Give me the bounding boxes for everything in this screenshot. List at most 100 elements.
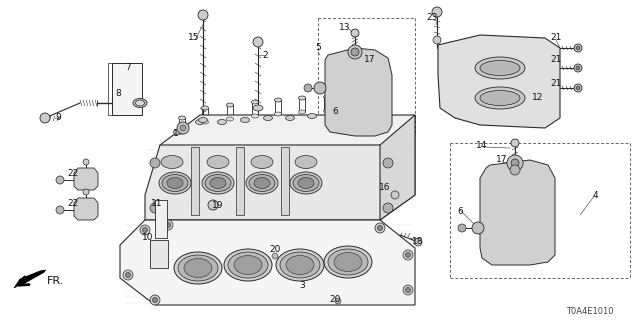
Circle shape (335, 298, 341, 304)
Ellipse shape (324, 246, 372, 278)
Ellipse shape (275, 98, 282, 102)
Ellipse shape (179, 130, 186, 134)
Text: 10: 10 (142, 234, 154, 243)
Ellipse shape (349, 109, 355, 113)
Text: 8: 8 (115, 89, 121, 98)
Text: 14: 14 (476, 140, 488, 149)
Ellipse shape (254, 178, 270, 188)
Circle shape (472, 222, 484, 234)
Circle shape (150, 158, 160, 168)
Ellipse shape (253, 105, 263, 111)
Ellipse shape (286, 255, 314, 275)
Polygon shape (380, 115, 415, 220)
Ellipse shape (202, 172, 234, 194)
Text: 18: 18 (412, 237, 424, 246)
Circle shape (403, 250, 413, 260)
Ellipse shape (224, 249, 272, 281)
Text: 21: 21 (550, 78, 562, 87)
Ellipse shape (234, 255, 262, 275)
Circle shape (576, 86, 580, 90)
Polygon shape (160, 115, 415, 170)
Text: 6: 6 (457, 207, 463, 217)
Ellipse shape (323, 95, 330, 99)
Circle shape (507, 155, 523, 171)
Ellipse shape (198, 117, 207, 123)
Circle shape (123, 270, 133, 280)
Circle shape (574, 84, 582, 92)
Ellipse shape (328, 249, 368, 275)
Ellipse shape (298, 110, 305, 114)
Ellipse shape (174, 252, 222, 284)
Ellipse shape (202, 120, 209, 124)
Ellipse shape (178, 255, 218, 281)
Bar (334, 293, 342, 301)
Circle shape (166, 222, 170, 228)
Ellipse shape (195, 119, 205, 124)
Circle shape (576, 46, 580, 50)
Bar (236, 147, 244, 215)
Polygon shape (480, 160, 555, 265)
Ellipse shape (161, 156, 183, 169)
Text: 15: 15 (188, 34, 200, 43)
Bar (155, 200, 167, 238)
Text: 22: 22 (67, 198, 79, 207)
Polygon shape (438, 35, 560, 128)
Polygon shape (74, 168, 98, 190)
Circle shape (180, 125, 186, 131)
Ellipse shape (295, 156, 317, 169)
Circle shape (40, 113, 50, 123)
Ellipse shape (307, 114, 317, 118)
Ellipse shape (228, 252, 268, 278)
Text: 13: 13 (339, 22, 351, 31)
Polygon shape (14, 270, 46, 288)
Ellipse shape (298, 96, 305, 100)
Polygon shape (325, 48, 392, 136)
Circle shape (125, 273, 131, 277)
Circle shape (198, 10, 208, 20)
Ellipse shape (264, 116, 273, 121)
Text: 19: 19 (212, 201, 224, 210)
Ellipse shape (227, 117, 234, 121)
Text: 16: 16 (380, 183, 391, 193)
Ellipse shape (227, 103, 234, 107)
Circle shape (83, 159, 89, 165)
Text: 20: 20 (330, 295, 340, 305)
Circle shape (406, 287, 410, 292)
Circle shape (150, 295, 160, 305)
Ellipse shape (251, 156, 273, 169)
Ellipse shape (480, 60, 520, 76)
Ellipse shape (162, 174, 188, 191)
Circle shape (510, 165, 520, 175)
Text: 11: 11 (151, 198, 163, 207)
Circle shape (163, 220, 173, 230)
Text: 4: 4 (592, 190, 598, 199)
Circle shape (208, 200, 218, 210)
Circle shape (351, 48, 359, 56)
Text: 9: 9 (55, 114, 61, 123)
Text: 5: 5 (315, 44, 321, 52)
Circle shape (83, 189, 89, 195)
Circle shape (403, 285, 413, 295)
Circle shape (150, 203, 160, 213)
Text: 21: 21 (550, 33, 562, 42)
Ellipse shape (290, 172, 322, 194)
Bar (271, 248, 279, 256)
Ellipse shape (184, 259, 212, 277)
Text: 1: 1 (173, 129, 179, 138)
Circle shape (458, 224, 466, 232)
Ellipse shape (285, 116, 294, 121)
Bar (112, 63, 142, 115)
Ellipse shape (330, 114, 339, 118)
Ellipse shape (252, 114, 259, 118)
Text: 17: 17 (496, 156, 508, 164)
Ellipse shape (475, 87, 525, 109)
Bar (281, 147, 289, 215)
Ellipse shape (159, 172, 191, 194)
Ellipse shape (167, 178, 183, 188)
Ellipse shape (202, 106, 209, 110)
Circle shape (56, 176, 64, 184)
Ellipse shape (275, 112, 282, 116)
Ellipse shape (246, 172, 278, 194)
Ellipse shape (334, 252, 362, 271)
Text: 20: 20 (269, 245, 281, 254)
